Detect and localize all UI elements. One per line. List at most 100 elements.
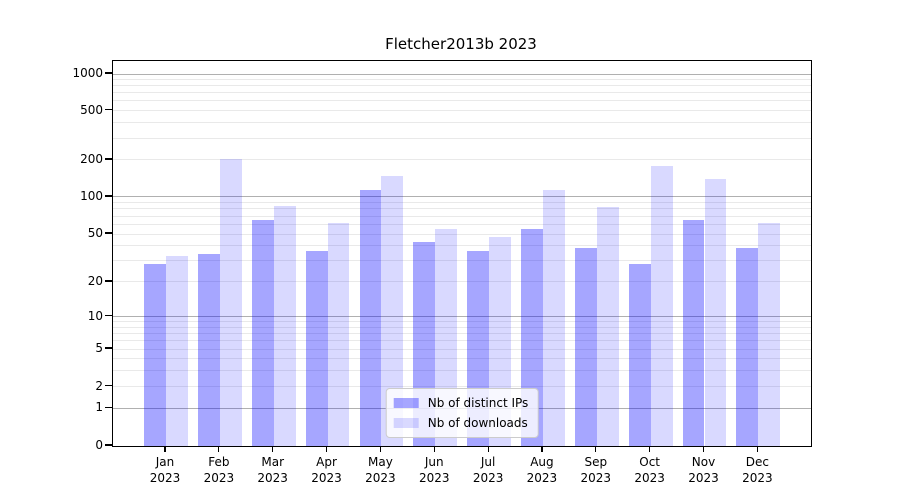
y-tick-label: 2 xyxy=(95,378,103,393)
y-tick-mark xyxy=(105,385,112,387)
x-tick-label-month: Aug xyxy=(530,455,554,469)
x-tick-label: Oct 2023 xyxy=(618,454,682,486)
x-tick-label-month: Jun xyxy=(424,455,444,469)
bar-downloads-sep xyxy=(596,206,619,446)
y-tick-label: 1 xyxy=(95,400,103,415)
y-tick-mark xyxy=(105,406,112,408)
bar-distinct-ips-sep xyxy=(574,248,597,446)
x-tick-mark xyxy=(379,446,381,452)
x-tick-mark xyxy=(272,446,274,452)
x-tick-label-year: 2023 xyxy=(634,471,665,485)
x-tick-mark xyxy=(595,446,597,452)
x-tick-mark xyxy=(164,446,166,452)
x-tick-label-month: Jan xyxy=(155,455,175,469)
x-tick-label: Dec 2023 xyxy=(725,454,789,486)
gridline-minor xyxy=(113,326,811,328)
x-tick-label-month: May xyxy=(367,455,393,469)
y-tick-mark xyxy=(105,315,112,317)
x-tick-mark xyxy=(433,446,435,452)
x-tick-label-year: 2023 xyxy=(149,471,181,485)
y-tick-label: 5 xyxy=(95,341,103,356)
y-tick-mark xyxy=(105,195,112,197)
bar-downloads-nov xyxy=(704,179,727,446)
y-tick-mark xyxy=(105,444,112,446)
x-tick-label-year: 2023 xyxy=(526,471,558,485)
gridline-minor xyxy=(113,348,811,350)
x-tick-label: Jul 2023 xyxy=(456,454,520,486)
y-tick-mark xyxy=(105,158,112,160)
bar-downloads-jan xyxy=(166,255,188,446)
gridline-minor xyxy=(113,159,811,161)
x-tick-label-year: 2023 xyxy=(257,471,288,485)
gridline-minor xyxy=(113,321,811,323)
x-tick-label: Nov 2023 xyxy=(672,454,736,486)
gridline-minor xyxy=(113,100,811,102)
gridline-minor xyxy=(113,79,811,81)
x-tick-label: May 2023 xyxy=(348,454,412,486)
x-tick-label: Aug 2023 xyxy=(510,454,574,486)
x-tick-mark xyxy=(541,446,543,452)
y-tick-mark xyxy=(105,72,112,74)
gridline-major xyxy=(113,196,811,198)
y-tick-label: 0 xyxy=(95,438,103,452)
gridline-minor xyxy=(113,369,811,371)
gridline-minor xyxy=(113,223,811,225)
y-tick-mark xyxy=(105,280,112,282)
bar-downloads-apr xyxy=(327,223,350,446)
x-tick-mark xyxy=(487,446,489,452)
y-tick-label: 10 xyxy=(87,308,103,323)
x-tick-mark xyxy=(649,446,651,452)
bar-distinct-ips-mar xyxy=(251,220,274,446)
gridline-minor xyxy=(113,332,811,334)
legend-item-distinct-ips: Nb of distinct IPs xyxy=(393,394,529,412)
gridline-minor xyxy=(113,245,811,247)
gridline-minor xyxy=(113,357,811,359)
gridline-minor xyxy=(113,208,811,210)
x-tick-label-year: 2023 xyxy=(365,471,396,485)
y-tick-mark xyxy=(105,232,112,234)
y-tick-label: 20 xyxy=(87,273,103,288)
gridline-minor xyxy=(113,137,811,139)
plot-area: Nb of distinct IPs Nb of downloads xyxy=(112,60,812,447)
bar-downloads-mar xyxy=(273,206,296,446)
x-tick-mark xyxy=(702,446,705,452)
x-tick-label-month: Mar xyxy=(261,455,284,469)
bar-distinct-ips-jan xyxy=(144,264,166,446)
y-tick-label: 200 xyxy=(80,151,103,166)
legend-item-downloads: Nb of downloads xyxy=(393,414,529,432)
x-tick-label-month: Apr xyxy=(316,455,337,469)
gridline-minor xyxy=(113,92,811,94)
legend-label-downloads: Nb of downloads xyxy=(427,416,528,430)
y-tick-mark xyxy=(105,347,112,349)
x-tick-mark xyxy=(325,446,328,452)
y-tick-label: 500 xyxy=(80,102,103,117)
chart-title: Fletcher2013b 2023 xyxy=(385,35,537,53)
bar-distinct-ips-oct xyxy=(628,264,651,446)
legend: Nb of distinct IPs Nb of downloads xyxy=(385,388,539,438)
legend-swatch-distinct-ips xyxy=(393,398,419,408)
bar-downloads-feb xyxy=(219,158,242,446)
x-tick-mark xyxy=(218,446,220,452)
x-tick-label-year: 2023 xyxy=(472,471,504,485)
x-tick-label: Jun 2023 xyxy=(402,454,466,486)
gridline-minor xyxy=(113,260,811,262)
x-tick-label-month: Feb xyxy=(208,455,230,469)
gridline-minor xyxy=(113,122,811,124)
bar-downloads-may xyxy=(381,175,404,446)
x-tick-label-year: 2023 xyxy=(311,471,342,485)
gridline-minor xyxy=(113,110,811,111)
x-tick-label-month: Nov xyxy=(691,455,716,469)
bar-downloads-aug xyxy=(542,190,565,446)
x-tick-label-month: Jul xyxy=(480,455,496,469)
bar-distinct-ips-feb xyxy=(197,254,220,446)
gridline-major xyxy=(113,73,811,75)
x-tick-label-month: Sep xyxy=(584,455,608,469)
x-tick-label: Sep 2023 xyxy=(564,454,628,486)
legend-label-distinct-ips: Nb of distinct IPs xyxy=(427,396,529,410)
x-tick-label-year: 2023 xyxy=(418,471,450,485)
bar-distinct-ips-apr xyxy=(305,251,328,446)
gridline-minor xyxy=(113,215,811,217)
x-tick-label-year: 2023 xyxy=(688,471,719,485)
x-tick-label-year: 2023 xyxy=(203,471,235,485)
y-tick-label: 1000 xyxy=(72,66,103,80)
